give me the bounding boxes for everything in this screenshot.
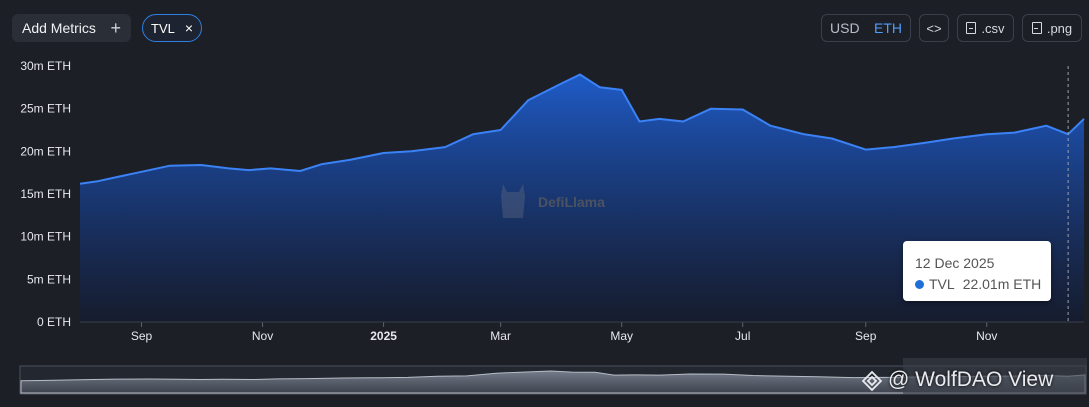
x-tick-label: 2025 (370, 329, 397, 343)
file-icon (966, 22, 977, 34)
x-tick-label: Sep (855, 329, 877, 343)
tooltip-value: 22.01m ETH (962, 276, 1042, 292)
plot-area (79, 73, 1085, 322)
download-png-button[interactable]: .png (1022, 14, 1082, 42)
defillama-logo (497, 182, 529, 220)
toolbar: Add Metrics + TVL × USD ETH <> .csv .png (0, 0, 1089, 56)
chart-tooltip: 12 Dec 2025 TVL 22.01m ETH (903, 241, 1051, 301)
range-brush[interactable] (19, 358, 1087, 395)
y-tick-label: 25m ETH (20, 102, 71, 116)
series-area-tvl (80, 74, 1084, 322)
close-icon[interactable]: × (184, 20, 193, 36)
plus-icon: + (110, 17, 121, 38)
metric-chip-label: TVL (151, 20, 175, 36)
watermark-text: DefiLlama (538, 194, 605, 210)
y-tick-label: 30m ETH (20, 59, 71, 73)
x-tick-label: Sep (131, 329, 153, 343)
unit-eth-button[interactable]: ETH (874, 20, 902, 36)
series-line-tvl (79, 73, 1085, 185)
x-tick-label: Jul (735, 329, 750, 343)
wolfdao-watermark: @ WolfDAO View (861, 368, 1054, 392)
series-dot-icon (915, 279, 924, 289)
unit-toggle: USD ETH (821, 14, 911, 42)
y-tick-label: 20m ETH (20, 144, 71, 158)
x-tick-label: Mar (490, 329, 511, 343)
x-tick-label: Nov (976, 329, 997, 343)
metric-chip-tvl[interactable]: TVL × (142, 14, 202, 42)
csv-label: .csv (981, 20, 1005, 36)
y-tick-label: 5m ETH (27, 272, 71, 286)
x-axis: Sep Nov 2025 Mar May Jul Sep Nov (131, 322, 997, 343)
add-metrics-label: Add Metrics (22, 20, 96, 36)
download-csv-button[interactable]: .csv (957, 14, 1014, 42)
y-tick-label: 15m ETH (20, 187, 71, 201)
wolfdao-text: @ WolfDAO View (888, 368, 1054, 391)
code-icon: <> (926, 20, 942, 36)
unit-usd-button[interactable]: USD (830, 20, 860, 36)
embed-button[interactable]: <> (919, 14, 949, 42)
x-tick-label: Nov (252, 329, 273, 343)
add-metrics-button[interactable]: Add Metrics + (12, 14, 131, 42)
x-tick-label: May (610, 329, 633, 343)
diamond-logo-icon (861, 370, 883, 392)
y-tick-label: 0 ETH (37, 315, 71, 329)
brush-selection[interactable] (903, 358, 1087, 394)
png-label: .png (1046, 20, 1073, 36)
y-tick-label: 10m ETH (20, 230, 71, 244)
tooltip-date: 12 Dec 2025 (915, 255, 995, 271)
tooltip-series: TVL (929, 276, 955, 292)
file-icon (1031, 22, 1042, 34)
y-axis: 0 ETH 5m ETH 10m ETH 15m ETH 20m ETH 25m ETH 3… (20, 59, 71, 329)
